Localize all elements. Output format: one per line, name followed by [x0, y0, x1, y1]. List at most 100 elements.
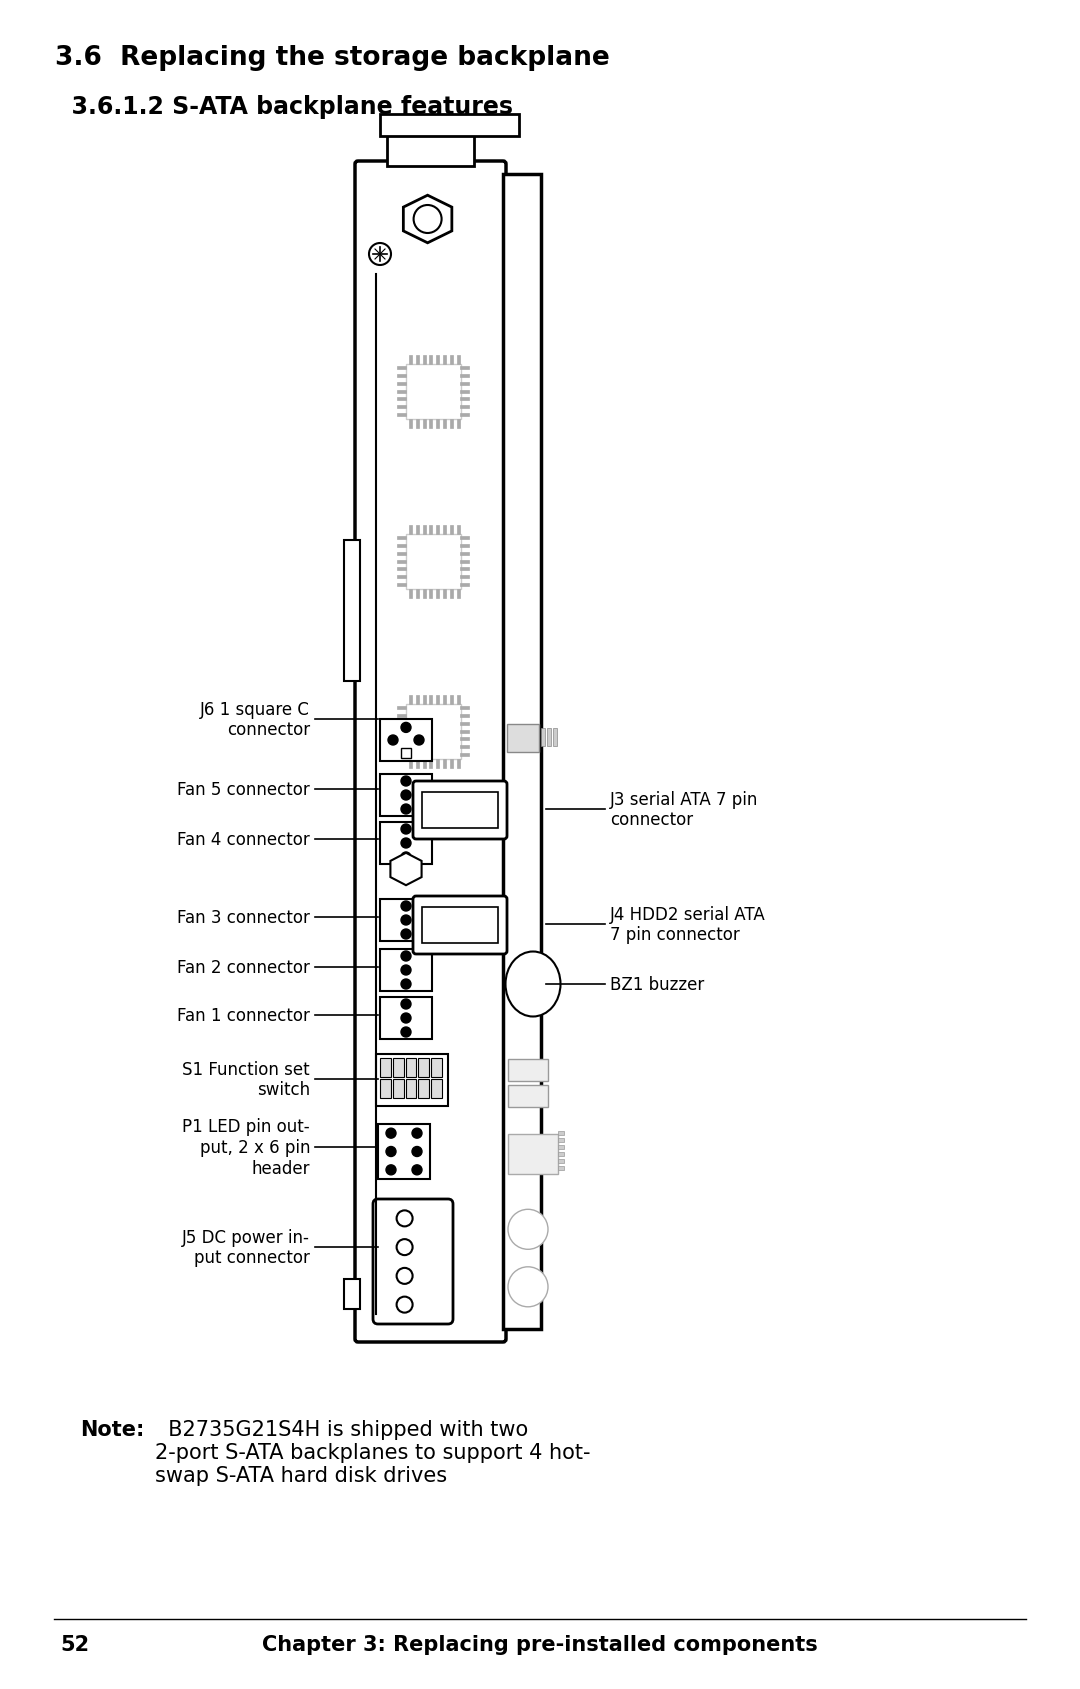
Bar: [418, 1059, 429, 1078]
Bar: [380, 720, 432, 762]
Bar: [460, 414, 470, 417]
Bar: [406, 1059, 417, 1078]
Circle shape: [401, 929, 411, 939]
Bar: [397, 382, 406, 385]
Bar: [436, 589, 440, 598]
Bar: [558, 1138, 564, 1142]
Bar: [422, 696, 426, 704]
Bar: [430, 760, 432, 768]
Bar: [457, 525, 460, 535]
Bar: [397, 723, 406, 725]
Bar: [380, 1059, 391, 1078]
Bar: [397, 568, 406, 571]
Bar: [409, 589, 411, 598]
Bar: [450, 421, 454, 429]
Bar: [393, 1059, 404, 1078]
Bar: [460, 753, 470, 757]
Text: Fan 1 connector: Fan 1 connector: [177, 1007, 310, 1025]
Bar: [378, 1125, 430, 1179]
Bar: [460, 714, 470, 718]
Bar: [380, 775, 432, 816]
Bar: [430, 589, 432, 598]
Bar: [460, 584, 470, 586]
Bar: [409, 696, 411, 704]
Bar: [345, 1279, 360, 1309]
Bar: [443, 421, 446, 429]
Bar: [460, 730, 470, 733]
Bar: [558, 1152, 564, 1157]
Bar: [450, 356, 454, 365]
Bar: [397, 561, 406, 562]
Bar: [409, 356, 411, 365]
Bar: [416, 760, 419, 768]
Bar: [457, 760, 460, 768]
Circle shape: [411, 1147, 422, 1157]
Bar: [460, 367, 470, 370]
Bar: [450, 696, 454, 704]
Circle shape: [386, 1128, 396, 1138]
Bar: [443, 356, 446, 365]
Bar: [397, 414, 406, 417]
Bar: [436, 760, 440, 768]
Bar: [416, 525, 419, 535]
Bar: [406, 365, 461, 421]
Circle shape: [401, 1000, 411, 1010]
Bar: [416, 696, 419, 704]
Bar: [380, 823, 432, 865]
Circle shape: [396, 1211, 413, 1226]
Polygon shape: [403, 196, 451, 243]
Circle shape: [414, 206, 442, 233]
Circle shape: [386, 1165, 396, 1176]
Circle shape: [401, 980, 411, 990]
Text: J4 HDD2 serial ATA
7 pin connector: J4 HDD2 serial ATA 7 pin connector: [610, 905, 766, 944]
FancyBboxPatch shape: [413, 782, 507, 839]
Text: Fan 4 connector: Fan 4 connector: [177, 831, 310, 848]
Bar: [460, 706, 470, 709]
Bar: [460, 537, 470, 539]
Bar: [380, 949, 432, 991]
Text: P1 LED pin out-
put, 2 x 6 pin
header: P1 LED pin out- put, 2 x 6 pin header: [183, 1118, 310, 1177]
Bar: [558, 1159, 564, 1164]
Bar: [460, 552, 470, 556]
Text: 3.6  Replacing the storage backplane: 3.6 Replacing the storage backplane: [55, 46, 610, 71]
Bar: [460, 568, 470, 571]
Bar: [460, 576, 470, 579]
Bar: [397, 738, 406, 741]
Text: S1 Function set
switch: S1 Function set switch: [183, 1061, 310, 1100]
Bar: [443, 525, 446, 535]
Bar: [457, 356, 460, 365]
Bar: [397, 390, 406, 394]
Bar: [443, 589, 446, 598]
Bar: [409, 421, 411, 429]
FancyBboxPatch shape: [413, 897, 507, 954]
Bar: [397, 730, 406, 733]
Bar: [460, 544, 470, 547]
Text: J5 DC power in-
put connector: J5 DC power in- put connector: [183, 1228, 310, 1267]
Bar: [409, 525, 411, 535]
Circle shape: [411, 1165, 422, 1176]
Bar: [443, 696, 446, 704]
Bar: [397, 537, 406, 539]
Circle shape: [396, 1297, 413, 1312]
Circle shape: [401, 915, 411, 926]
Bar: [406, 1079, 417, 1098]
Circle shape: [401, 777, 411, 787]
Bar: [450, 760, 454, 768]
Bar: [397, 544, 406, 547]
Bar: [397, 576, 406, 579]
Circle shape: [411, 1128, 422, 1138]
Bar: [460, 399, 470, 400]
Circle shape: [508, 1209, 548, 1250]
Bar: [436, 421, 440, 429]
Bar: [380, 900, 432, 941]
Bar: [397, 367, 406, 370]
Bar: [508, 1086, 548, 1108]
Bar: [397, 584, 406, 586]
Bar: [457, 421, 460, 429]
Text: Fan 2 connector: Fan 2 connector: [177, 958, 310, 976]
Bar: [397, 714, 406, 718]
Bar: [431, 1079, 442, 1098]
Circle shape: [508, 1267, 548, 1307]
Text: Chapter 3: Replacing pre-installed components: Chapter 3: Replacing pre-installed compo…: [262, 1633, 818, 1654]
Bar: [422, 421, 426, 429]
